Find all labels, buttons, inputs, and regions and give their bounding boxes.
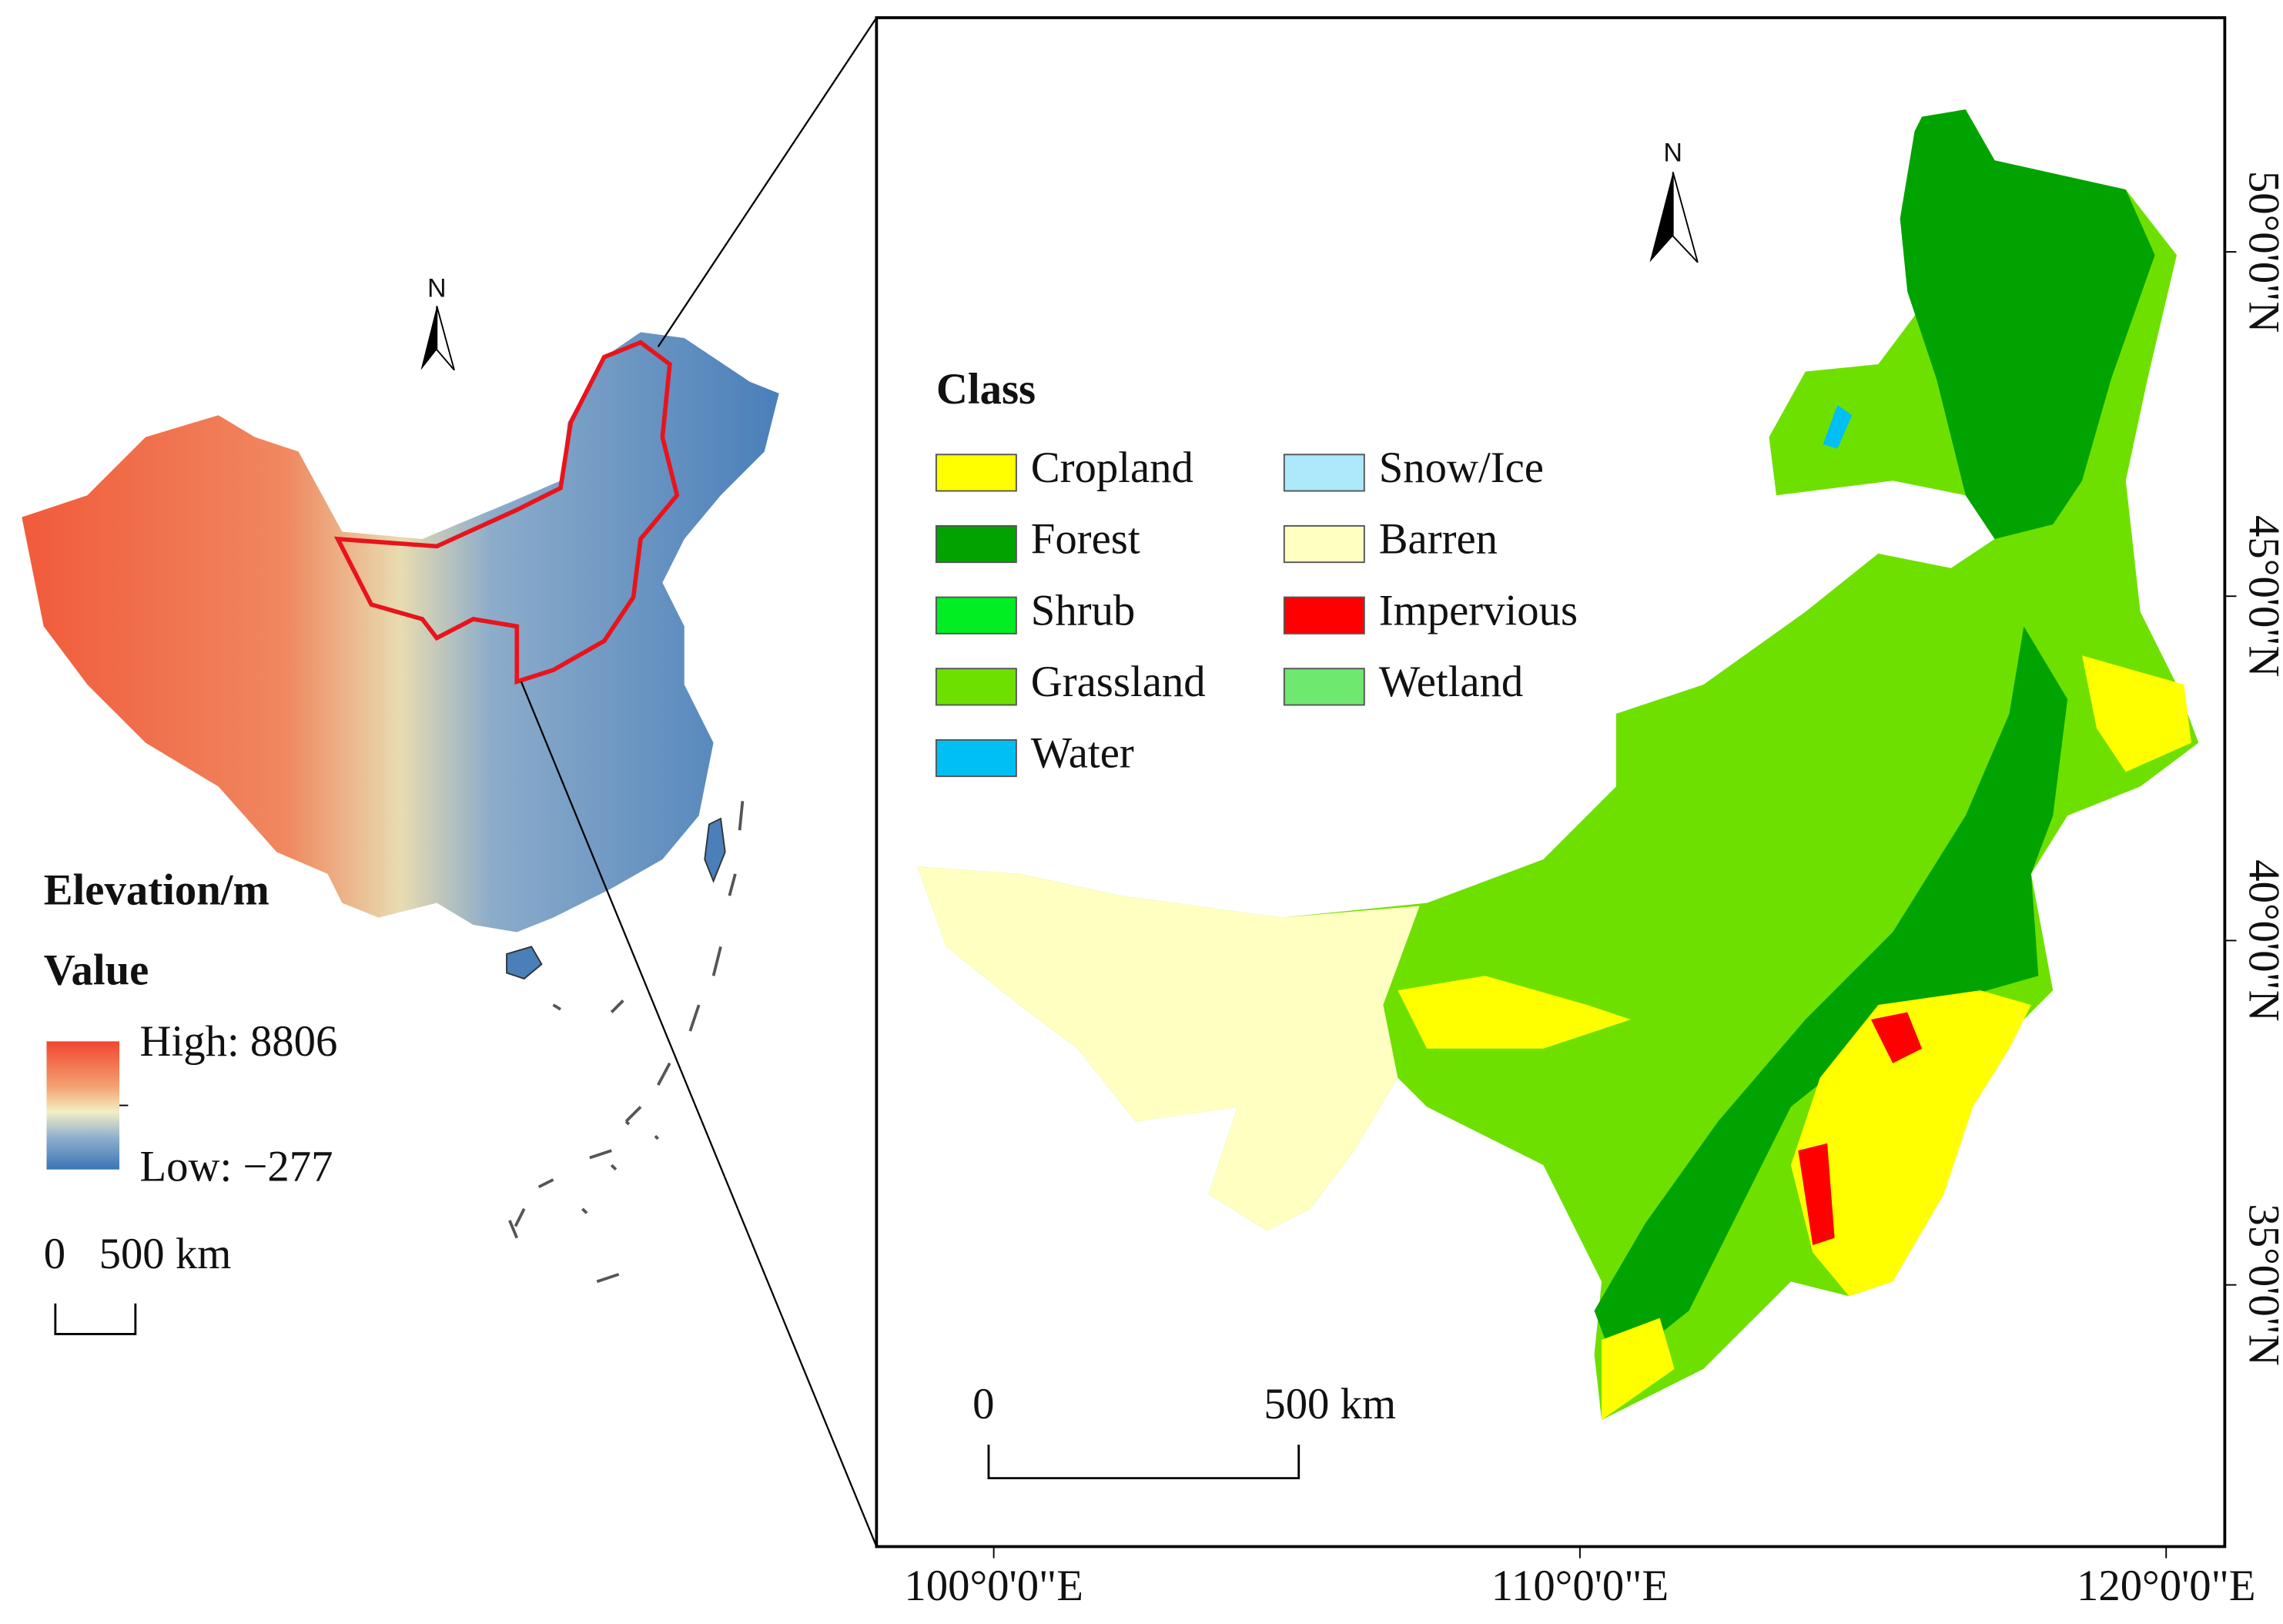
land-region [1398, 976, 1631, 1049]
legend-high: High: 8806 [140, 1017, 338, 1066]
legend-subtitle: Value [44, 946, 149, 994]
legend-title: Class [936, 365, 1036, 414]
south-sea-islands [508, 801, 745, 1284]
north-label: N [1663, 139, 1682, 168]
scale-end: 500 km [1264, 1380, 1396, 1428]
y-tick-label: 40°0'0"N [2240, 859, 2283, 1021]
legend-title: Elevation/m [44, 866, 269, 914]
land-region [1602, 1318, 1675, 1420]
land-region [917, 866, 1420, 1231]
hainan [506, 946, 543, 980]
study-area-outline [333, 340, 680, 685]
china-map [22, 332, 779, 1284]
legend-swatch [935, 738, 1017, 778]
elevation-ramp [46, 1041, 120, 1170]
legend-label: Impervious [1379, 586, 1578, 635]
legend-label: Water [1031, 729, 1134, 778]
land-cover [917, 109, 2199, 1420]
connector [657, 17, 878, 347]
legend-swatch [935, 524, 1017, 564]
legend-swatch [935, 596, 1017, 635]
connector [520, 681, 878, 1547]
land-region [1798, 1143, 1835, 1246]
x-tick-label: 120°0'0"E [2077, 1562, 2256, 1610]
y-tick-label: 50°0'0"N [2240, 171, 2283, 333]
scale-start: 0 [44, 1230, 65, 1278]
land-region [2082, 655, 2191, 772]
y-tick-label: 45°0'0"N [2240, 515, 2283, 677]
legend-label: Wetland [1379, 658, 1524, 706]
legend-label: Barren [1379, 515, 1498, 564]
scale-bar [987, 1445, 1301, 1480]
legend-swatch [935, 668, 1017, 706]
north-arrow: N [420, 274, 455, 371]
scale-bar [54, 1303, 137, 1335]
land-region [1594, 626, 2068, 1369]
land-region [1823, 404, 1853, 449]
china-outline [22, 332, 779, 933]
legend-swatch [1283, 454, 1365, 492]
scale-start: 0 [972, 1380, 994, 1428]
x-tick-label: 100°0'0"E [904, 1562, 1083, 1610]
legend-swatch [1283, 668, 1365, 706]
taiwan [704, 817, 726, 883]
north-label: N [427, 274, 447, 303]
legend-swatch [935, 454, 1017, 492]
north-arrow: N [1649, 139, 1699, 263]
legend-label: Shrub [1031, 586, 1136, 635]
x-tick-label: 110°0'0"E [1491, 1562, 1669, 1610]
land-region [1900, 109, 2155, 539]
legend-low: Low: −277 [140, 1143, 333, 1191]
legend-label: Grassland [1031, 658, 1206, 706]
land-region [1790, 990, 2031, 1297]
legend-swatch [1283, 524, 1365, 564]
legend-swatch [1283, 596, 1365, 635]
land-region [1870, 1012, 1923, 1063]
scale-end: 500 km [99, 1230, 232, 1278]
legend-label: Snow/Ice [1379, 444, 1544, 492]
legend-label: Cropland [1031, 444, 1193, 492]
y-tick-label: 35°0'0"N [2240, 1204, 2283, 1365]
legend-label: Forest [1031, 515, 1140, 564]
